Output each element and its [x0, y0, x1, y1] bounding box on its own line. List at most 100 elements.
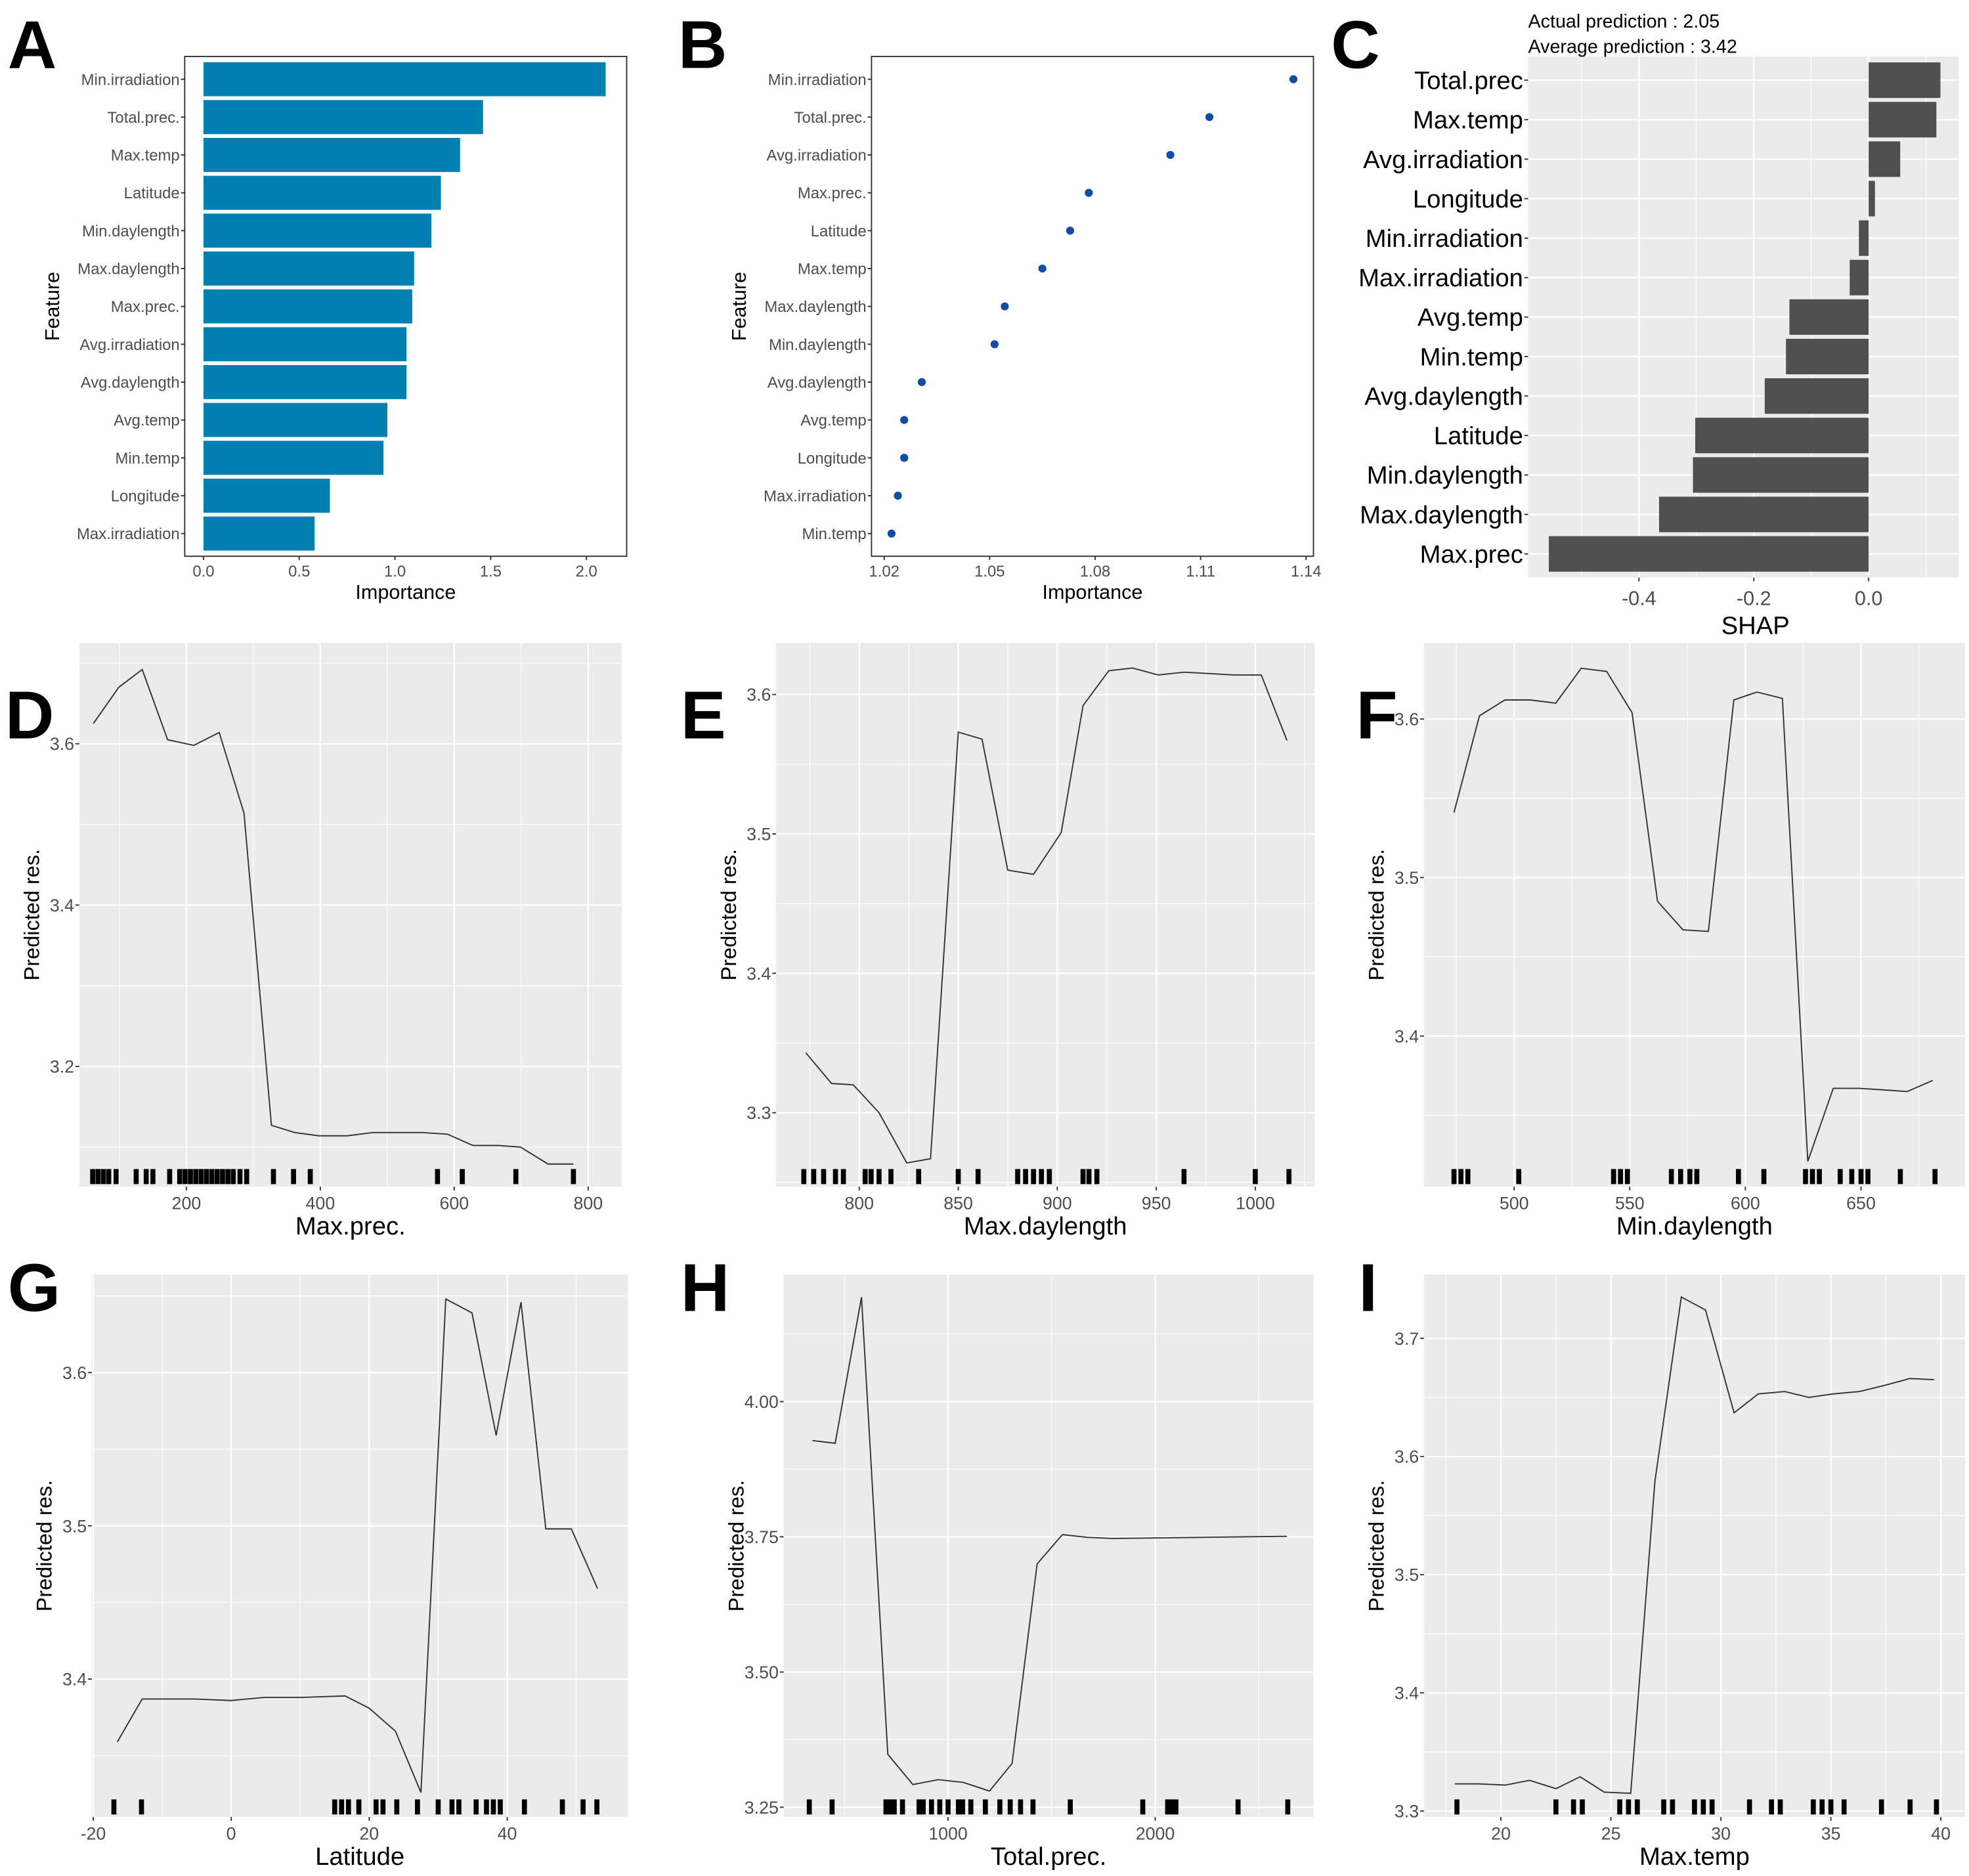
- rug-mark: [1454, 1799, 1460, 1815]
- rug-mark: [892, 1799, 897, 1815]
- bar: [1869, 62, 1941, 98]
- rug-mark: [1687, 1169, 1693, 1185]
- bar: [1869, 181, 1875, 217]
- plot-background: [871, 56, 1314, 557]
- rug-mark: [1253, 1169, 1258, 1185]
- rug-mark: [1819, 1799, 1825, 1815]
- y-tick-label: Max.temp: [798, 261, 867, 278]
- rug-mark: [1811, 1799, 1816, 1815]
- x-tick-label: -20: [81, 1824, 106, 1844]
- rug-mark: [513, 1169, 519, 1185]
- rug-mark: [829, 1799, 835, 1815]
- bar: [1764, 378, 1869, 414]
- y-tick-label: Max.daylength: [764, 298, 866, 316]
- y-tick-label: Max.temp: [111, 147, 180, 165]
- y-tick-label: Max.daylength: [1360, 501, 1523, 529]
- rug-mark: [1817, 1169, 1822, 1185]
- y-tick-label: 3.3: [746, 1103, 771, 1123]
- x-tick-label: 200: [172, 1194, 202, 1213]
- bar: [203, 516, 315, 551]
- x-tick-label: 400: [306, 1194, 335, 1213]
- rug-mark: [106, 1169, 112, 1185]
- panel-h: H 1000 2000 3.25 3.50 3.75 4.00 Total.prec. Pred…: [681, 1250, 1314, 1871]
- y-tick-label: Min.daylength: [82, 223, 180, 240]
- rug-mark: [1858, 1169, 1864, 1185]
- x-tick-label: 1.11: [1186, 563, 1215, 580]
- y-axis-title: Predicted res.: [717, 849, 741, 981]
- rug-mark: [1932, 1169, 1938, 1185]
- panel-g: G -20 0 20 40 3.4 3.5 3.6 Latitude Predicted res.: [8, 1250, 628, 1871]
- y-axis-title: Feature: [41, 272, 64, 341]
- x-tick-label: 1.5: [480, 563, 502, 580]
- x-tick-label: 35: [1821, 1824, 1841, 1844]
- y-tick-label: Latitude: [124, 185, 180, 202]
- rug-mark: [1516, 1169, 1522, 1185]
- subtitle-line: Average prediction : 3.42: [1528, 36, 1737, 57]
- x-tick-label: -0.2: [1737, 588, 1771, 610]
- rug-mark: [1235, 1799, 1241, 1815]
- rug-mark: [1897, 1169, 1903, 1185]
- rug-mark: [1023, 1169, 1028, 1185]
- rug-mark: [373, 1799, 379, 1815]
- rug-mark: [133, 1169, 139, 1185]
- y-tick-label: 3.75: [745, 1527, 779, 1547]
- rug-mark: [916, 1169, 922, 1185]
- data-point: [1205, 113, 1214, 121]
- rug-mark: [460, 1169, 465, 1185]
- rug-mark: [484, 1799, 489, 1815]
- rug-mark: [100, 1169, 106, 1185]
- rug-mark: [143, 1169, 149, 1185]
- rug-mark: [1611, 1169, 1616, 1185]
- y-tick-label: Min.temp: [1420, 343, 1523, 371]
- y-tick-label: Max.temp: [1413, 106, 1523, 135]
- rug-mark: [955, 1799, 961, 1815]
- rug-mark: [177, 1169, 183, 1185]
- rug-mark: [960, 1799, 965, 1815]
- rug-mark: [220, 1169, 225, 1185]
- y-tick-label: Longitude: [111, 488, 180, 506]
- rug-mark: [193, 1169, 199, 1185]
- bar: [1693, 457, 1869, 493]
- y-tick-label: Avg.irradiation: [79, 336, 179, 354]
- bar: [1658, 496, 1869, 533]
- rug-mark: [1907, 1799, 1913, 1815]
- y-tick-label: 3.4: [1395, 1026, 1419, 1046]
- bar: [203, 478, 330, 513]
- rug-mark: [498, 1799, 503, 1815]
- y-axis-title: Predicted res.: [20, 849, 44, 981]
- rug-mark: [1080, 1169, 1086, 1185]
- plot-background: [91, 1275, 628, 1818]
- pdp-line: [116, 1298, 599, 1793]
- y-tick-label: Latitude: [811, 223, 867, 240]
- rug-mark: [1828, 1799, 1834, 1815]
- y-tick-label: 3.50: [745, 1663, 779, 1682]
- rug-mark: [1694, 1169, 1700, 1185]
- y-tick-label: Total.prec.: [794, 109, 867, 127]
- rug-mark: [928, 1799, 934, 1815]
- rug-mark: [559, 1799, 565, 1815]
- rug-mark: [1803, 1169, 1808, 1185]
- rug-mark: [456, 1799, 462, 1815]
- bar: [203, 327, 407, 362]
- rug-mark: [139, 1799, 144, 1815]
- bar: [203, 364, 407, 399]
- rug-mark: [90, 1169, 95, 1185]
- pdp-line: [805, 667, 1288, 1164]
- rug-mark: [490, 1799, 496, 1815]
- rug-mark: [214, 1169, 220, 1185]
- bar: [1695, 418, 1869, 454]
- y-axis-title: Predicted res.: [1365, 1480, 1389, 1612]
- y-tick-label: 3.5: [1395, 868, 1419, 888]
- x-tick-label: 1000: [928, 1824, 968, 1844]
- rug-mark: [167, 1169, 173, 1185]
- y-tick-label: Min.daylength: [1367, 462, 1523, 490]
- y-tick-label: Longitude: [1413, 185, 1523, 213]
- x-tick-label: 1000: [1236, 1194, 1275, 1213]
- x-tick-label: 20: [1491, 1824, 1511, 1844]
- bar: [203, 251, 414, 286]
- y-tick-label: Avg.temp: [114, 412, 179, 429]
- y-axis-title: Predicted res.: [33, 1480, 56, 1612]
- rug-mark: [1618, 1169, 1624, 1185]
- y-tick-label: 3.4: [746, 964, 771, 984]
- x-tick-label: -0.4: [1622, 588, 1656, 610]
